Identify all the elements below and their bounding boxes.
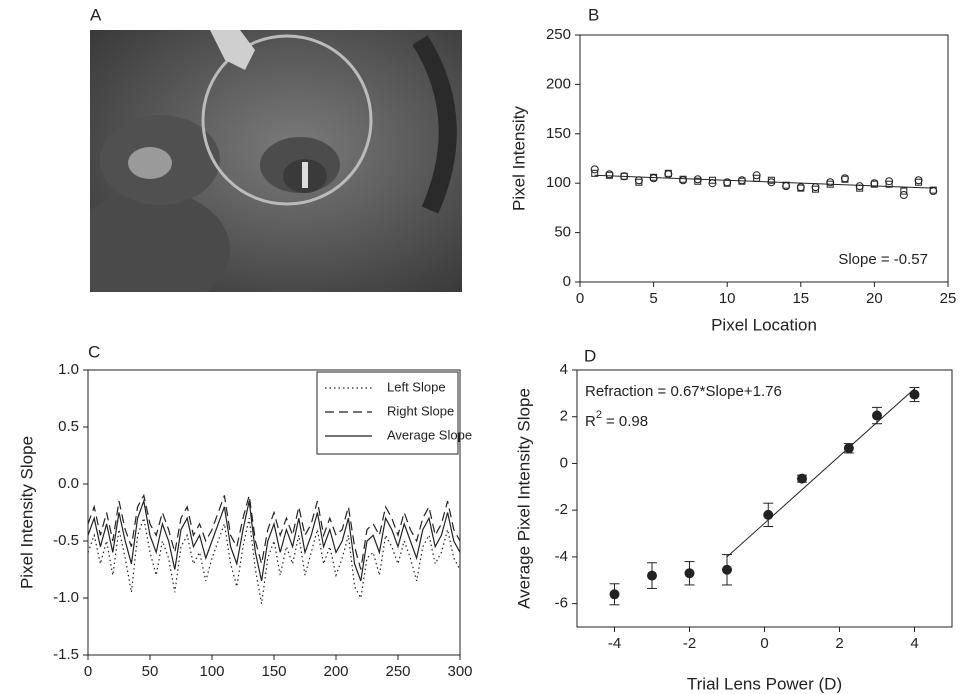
point [909,389,920,400]
fit-line [594,174,934,189]
x-tick-label: 5 [649,290,657,307]
legend-label: Right Slope [387,403,454,418]
r-value: = 0.98 [606,413,648,430]
y-tick-label: 2 [560,408,568,425]
y-tick-label: 200 [546,75,571,92]
fit-line [726,388,915,558]
y-tick-label: 0.0 [58,475,79,492]
y-tick-label: 100 [546,174,571,191]
r-squared: R2 = 0.98 [585,409,648,430]
x-tick-label: 15 [792,290,809,307]
annotation: Refraction = 0.67*Slope+1.76 [585,383,782,400]
y-axis-title: Pixel Intensity Slope [17,436,36,589]
point [634,176,643,185]
point [797,473,807,484]
point [635,178,643,186]
point [684,568,695,579]
plot-frame [579,34,949,283]
y-tick-label: -0.5 [53,532,79,549]
y-tick-label: -6 [555,595,568,612]
y-tick-label: 0 [563,273,571,290]
x-tick-label: 0 [760,635,768,652]
point [679,176,688,185]
legend-label: Average Slope [387,427,472,442]
panel-label: D [584,346,596,365]
point [609,589,620,600]
plot-frame [576,369,953,628]
point [590,165,599,174]
r-exponent: 2 [596,409,602,421]
point [840,174,849,183]
x-tick-label: 100 [199,663,224,680]
point [647,570,657,581]
x-tick-label: 4 [910,635,918,652]
y-axis-title: Average Pixel Intensity Slope [514,388,533,609]
x-tick-label: 300 [447,663,472,680]
y-tick-label: 150 [546,125,571,142]
point [752,171,761,180]
y-tick-label: 50 [554,224,571,241]
y-tick-label: 0.5 [58,418,79,435]
x-tick-label: 200 [323,663,348,680]
y-tick-label: 250 [546,26,571,43]
point [649,174,658,183]
point [796,183,805,192]
point [722,564,732,575]
y-tick-label: 4 [560,361,568,378]
x-tick-label: 20 [866,290,883,307]
x-tick-label: -2 [683,635,696,652]
data-line [87,498,461,582]
point [929,187,938,196]
point [885,177,894,186]
photo [90,30,462,292]
x-tick-label: 0 [576,290,584,307]
point [915,178,923,186]
panel-label: C [88,342,100,361]
point [763,509,774,520]
y-axis-title: Pixel Intensity [509,106,528,211]
x-axis-title: Trial Lens Power (D) [687,674,842,693]
x-tick-label: 150 [261,663,286,680]
y-tick-label: -1.0 [53,589,79,606]
x-axis-title: Pixel Location [711,315,817,334]
x-tick-label: 50 [142,663,159,680]
point [870,179,879,188]
y-tick-label: 0 [560,454,568,471]
x-tick-label: 2 [835,635,843,652]
point [900,187,908,195]
annotation: Slope = -0.57 [838,251,928,268]
x-tick-label: 0 [84,663,92,680]
x-tick-label: -4 [608,635,621,652]
legend-label: Left Slope [387,379,446,394]
x-tick-label: 250 [385,663,410,680]
y-tick-label: 1.0 [58,361,79,378]
point [737,176,746,185]
data-line [87,493,461,570]
point [591,169,599,177]
x-tick-label: 10 [719,290,736,307]
x-tick-label: 25 [940,290,957,307]
legend-box [316,371,459,455]
point [885,180,893,188]
point [812,185,820,193]
point [723,178,732,187]
y-tick-label: -2 [555,501,568,518]
y-tick-label: -4 [555,548,568,565]
panel-label: A [90,5,102,24]
point [872,410,882,421]
point [811,183,820,192]
point [856,184,864,192]
point [855,182,864,191]
r-symbol: R [585,413,596,430]
y-tick-label: -1.5 [53,646,79,663]
point [914,176,923,185]
point [826,178,835,187]
data-line [87,515,461,604]
point [605,170,614,179]
point [899,191,908,200]
panel-label: B [588,5,599,24]
